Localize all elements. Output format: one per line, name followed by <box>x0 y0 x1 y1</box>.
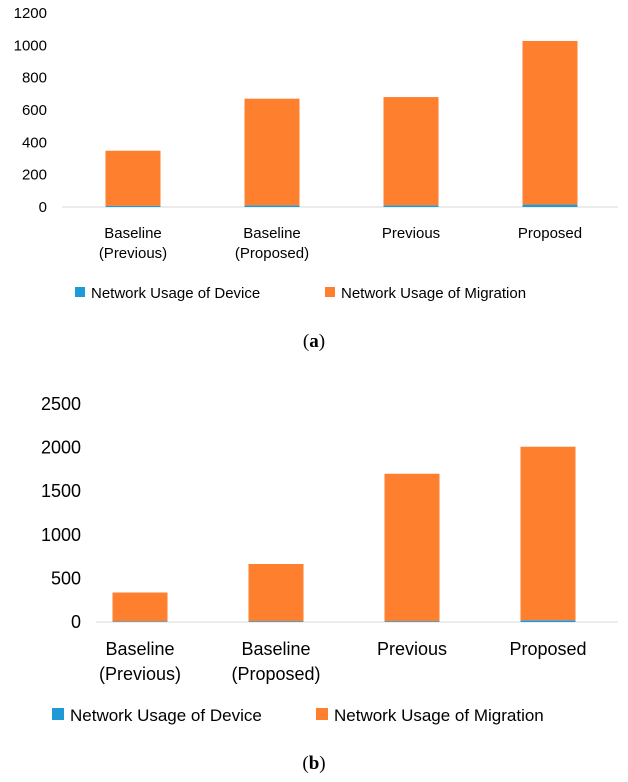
chart-a: 0 200 400 600 800 1000 1200 Baseline (Previous) B… <box>0 0 628 302</box>
y-tick-label: 600 <box>22 102 47 119</box>
bar-segment-migration <box>383 97 439 206</box>
bar-segment-device <box>105 205 161 207</box>
x-category-label: Baseline (Previous) <box>99 639 181 684</box>
caption-b: (b) <box>302 753 326 774</box>
legend-label: Network Usage of Migration <box>334 706 544 725</box>
y-tick-label: 2500 <box>41 394 81 414</box>
chart-b: 0 500 1000 1500 2000 2500 Baseline (Previous) Ba… <box>0 380 628 730</box>
x-category-label: Proposed <box>509 639 586 659</box>
legend-swatch <box>325 287 335 297</box>
caption-a: (a) <box>302 331 326 352</box>
x-category-label: Proposed <box>518 225 582 242</box>
bar-segment-device <box>244 205 300 207</box>
x-category-label: Baseline (Proposed) <box>235 225 309 262</box>
legend-label: Network Usage of Device <box>91 285 260 302</box>
bar-segment-migration <box>520 446 576 621</box>
bar-segment-migration <box>244 98 300 206</box>
y-tick-label: 1000 <box>14 37 47 54</box>
legend-label: Network Usage of Migration <box>341 285 526 302</box>
bar-segment-migration <box>112 592 168 622</box>
y-tick-label: 2000 <box>41 438 81 458</box>
bar-segment-device <box>248 621 304 622</box>
bar-segment-device <box>383 205 439 207</box>
y-tick-label: 0 <box>39 199 47 216</box>
bar-segment-device <box>384 621 440 622</box>
legend-swatch <box>316 708 328 720</box>
bar-segment-migration <box>384 473 440 622</box>
y-tick-label: 200 <box>22 167 47 184</box>
chart-a-svg: 0 200 400 600 800 1000 1200 Baseline (Previous) B… <box>14 5 618 302</box>
y-tick-label: 1200 <box>14 5 47 22</box>
y-tick-label: 400 <box>22 134 47 151</box>
y-tick-label: 1000 <box>41 525 81 545</box>
x-category-label: Baseline (Previous) <box>99 225 167 262</box>
y-tick-label: 500 <box>51 568 81 588</box>
x-category-label: Previous <box>377 639 447 659</box>
bar-segment-migration <box>105 150 161 206</box>
bar-segment-device <box>520 620 576 622</box>
legend-swatch <box>52 708 64 720</box>
bar-segment-migration <box>248 564 304 622</box>
bar-segment-device <box>112 621 168 622</box>
bar-segment-migration <box>522 40 578 205</box>
legend-swatch <box>75 287 85 297</box>
x-category-label: Baseline (Proposed) <box>231 639 320 684</box>
y-tick-label: 0 <box>71 612 81 632</box>
y-tick-label: 1500 <box>41 481 81 501</box>
y-tick-label: 800 <box>22 70 47 87</box>
bar-segment-device <box>522 204 578 207</box>
legend-label: Network Usage of Device <box>70 706 262 725</box>
chart-b-svg: 0 500 1000 1500 2000 2500 Baseline (Previous) Ba… <box>41 394 618 725</box>
x-category-label: Previous <box>382 225 440 242</box>
